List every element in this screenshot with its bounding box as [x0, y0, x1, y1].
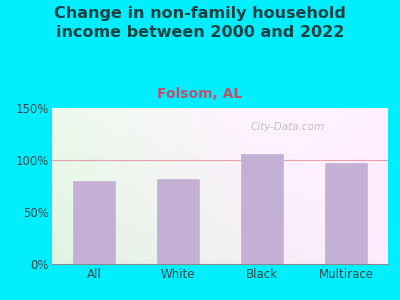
Text: Change in non-family household
income between 2000 and 2022: Change in non-family household income be… — [54, 6, 346, 40]
Text: Folsom, AL: Folsom, AL — [157, 87, 243, 101]
Bar — [325, 163, 367, 264]
Bar — [157, 179, 199, 264]
Bar — [241, 154, 283, 264]
Bar — [73, 181, 115, 264]
Text: City-Data.com: City-Data.com — [250, 122, 324, 132]
